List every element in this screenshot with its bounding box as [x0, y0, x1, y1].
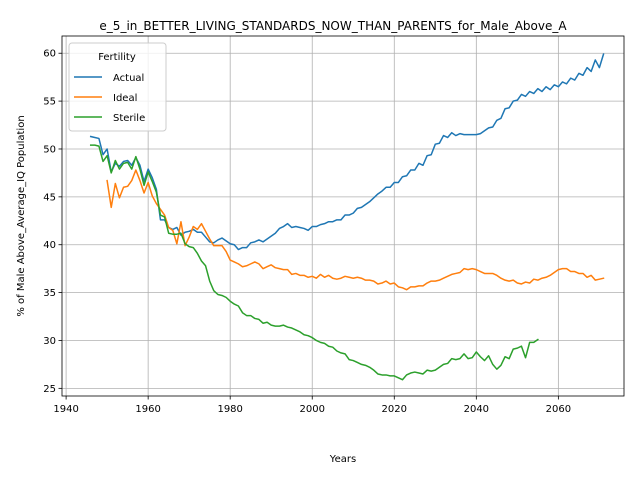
grid	[62, 36, 624, 396]
y-tick-label: 40	[43, 240, 56, 251]
series-lines	[89, 53, 605, 381]
y-axis-label: % of Male Above_Average_IQ Population	[16, 115, 27, 316]
x-tick-label: 2000	[300, 404, 325, 415]
legend-label-sterile: Sterile	[113, 113, 145, 124]
x-tick-label: 2060	[546, 404, 571, 415]
series-line-ideal	[106, 169, 605, 291]
legend-title: Fertility	[98, 52, 136, 63]
series-line-actual	[89, 53, 605, 251]
y-tick-label: 60	[43, 49, 56, 60]
y-tick-label: 45	[43, 192, 56, 203]
y-tick-label: 55	[43, 97, 56, 108]
x-tick-label: 1940	[53, 404, 78, 415]
x-tick-label: 2020	[382, 404, 407, 415]
x-axis-label: Years	[329, 454, 356, 465]
chart-title: e_5_in_BETTER_LIVING_STANDARDS_NOW_THAN_…	[99, 19, 567, 33]
plot-area-frame	[61, 35, 625, 397]
y-tick-label: 30	[43, 336, 56, 347]
series-line-sterile	[89, 144, 539, 381]
y-tick-label: 50	[43, 144, 56, 155]
x-tick-label: 1980	[217, 404, 242, 415]
legend-label-ideal: Ideal	[113, 93, 137, 104]
legend-entries: Actual Ideal Sterile	[74, 73, 145, 124]
legend: Fertility Actual Ideal Sterile	[68, 42, 167, 132]
legend-label-actual: Actual	[113, 73, 144, 84]
x-tick-label: 2040	[464, 404, 489, 415]
x-tick-label: 1960	[135, 404, 160, 415]
legend-box	[68, 42, 167, 132]
y-tick-label: 35	[43, 288, 56, 299]
y-tick-label: 25	[43, 384, 56, 395]
axis-ticks: 1940 1960 1980 2000 2020 2040 2060 25 30 35 40 45 50…	[43, 49, 571, 415]
